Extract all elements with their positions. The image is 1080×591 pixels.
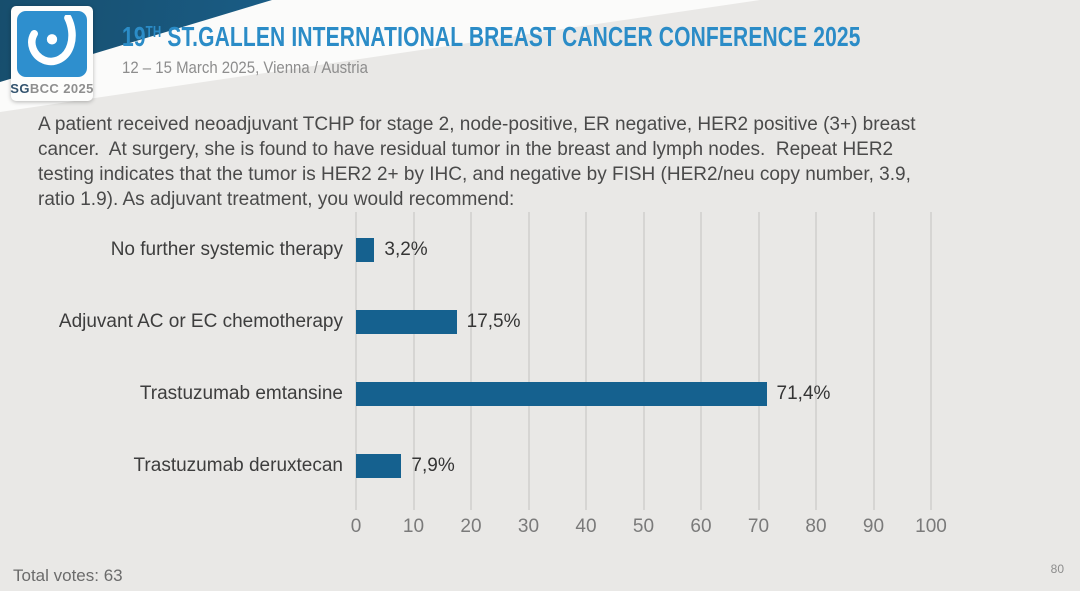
gridline xyxy=(585,212,587,510)
gridline xyxy=(470,212,472,510)
x-axis-tick: 80 xyxy=(805,516,827,537)
title-number: 19 xyxy=(122,21,146,52)
total-votes: Total votes: 63 xyxy=(13,566,123,585)
x-axis-tick: 100 xyxy=(915,516,947,537)
chart-rows: No further systemic therapy 3,2% Adjuvan… xyxy=(30,214,931,502)
gridline xyxy=(527,212,530,510)
x-axis-tick: 30 xyxy=(517,516,540,537)
category-label: No further systemic therapy xyxy=(110,239,343,260)
page-number: 80 xyxy=(1050,562,1064,576)
title-ordinal: TH xyxy=(145,24,162,41)
chart-row: Adjuvant AC or EC chemotherapy 17,5% xyxy=(30,286,931,358)
chart-row: Trastuzumab emtansine 71,4% xyxy=(30,358,931,430)
bar-track: 17,5% xyxy=(356,310,931,334)
gridline xyxy=(757,212,760,510)
question-line: testing indicates that the tumor is HER2… xyxy=(38,164,911,185)
bar xyxy=(356,238,375,262)
sgbcc-logo-mark xyxy=(17,11,87,77)
poll-bar-chart: No further systemic therapy 3,2% Adjuvan… xyxy=(30,212,947,537)
bar xyxy=(356,454,402,478)
bar-track: 3,2% xyxy=(356,238,931,262)
gridline xyxy=(872,212,875,510)
x-axis-tick: 40 xyxy=(575,516,597,537)
x-axis-tick: 70 xyxy=(747,516,770,537)
bar xyxy=(356,382,767,406)
conference-subtitle: 12 – 15 March 2025, Vienna / Austria xyxy=(122,58,368,77)
x-axis-tick: 10 xyxy=(402,516,425,537)
gridline xyxy=(412,212,415,510)
chart-row: No further systemic therapy 3,2% xyxy=(30,214,931,286)
question-line: A patient received neoadjuvant TCHP for … xyxy=(38,114,916,135)
gridline xyxy=(815,212,817,510)
logo-caption-sg: SG xyxy=(10,81,30,96)
chart-row: Trastuzumab deruxtecan 7,9% xyxy=(30,430,931,502)
conference-title: 19TH ST.GALLEN INTERNATIONAL BREAST CANC… xyxy=(122,21,861,53)
title-text: ST.GALLEN INTERNATIONAL BREAST CANCER CO… xyxy=(161,21,861,52)
gridline xyxy=(930,212,932,510)
x-axis-tick: 90 xyxy=(862,516,885,537)
chart-gridlines xyxy=(355,212,932,510)
value-label: 3,2% xyxy=(384,239,428,260)
x-axis-tick: 20 xyxy=(460,516,482,537)
x-axis: 0 10 20 30 40 50 60 70 80 90 100 xyxy=(351,516,947,542)
x-axis-tick: 60 xyxy=(690,516,712,537)
value-label: 17,5% xyxy=(466,311,521,332)
poll-question: A patient received neoadjuvant TCHP for … xyxy=(38,112,1048,212)
logo-caption-rest: BCC 2025 xyxy=(29,81,94,96)
bar-track: 71,4% xyxy=(356,382,931,406)
gridline xyxy=(642,212,645,510)
sgbcc-logo: SGBCC 2025 xyxy=(10,6,94,101)
question-line: ratio 1.9). As adjuvant treatment, you w… xyxy=(38,189,515,210)
x-axis-tick: 0 xyxy=(350,516,362,537)
breast-glyph-icon xyxy=(28,15,76,66)
question-line: cancer. At surgery, she is found to have… xyxy=(38,139,894,160)
gridline xyxy=(355,212,357,510)
bar xyxy=(356,310,457,334)
bar-track: 7,9% xyxy=(356,454,931,478)
value-label: 71,4% xyxy=(776,383,831,404)
sgbcc-logo-caption: SGBCC 2025 xyxy=(10,81,94,96)
gridline xyxy=(700,212,702,510)
value-label: 7,9% xyxy=(411,455,455,476)
category-label: Trastuzumab emtansine xyxy=(139,383,343,404)
x-axis-tick: 50 xyxy=(632,516,655,537)
header-title-block: 19TH ST.GALLEN INTERNATIONAL BREAST CANC… xyxy=(122,21,1080,78)
category-label: Trastuzumab deruxtecan xyxy=(133,455,343,476)
category-label: Adjuvant AC or EC chemotherapy xyxy=(58,311,343,332)
